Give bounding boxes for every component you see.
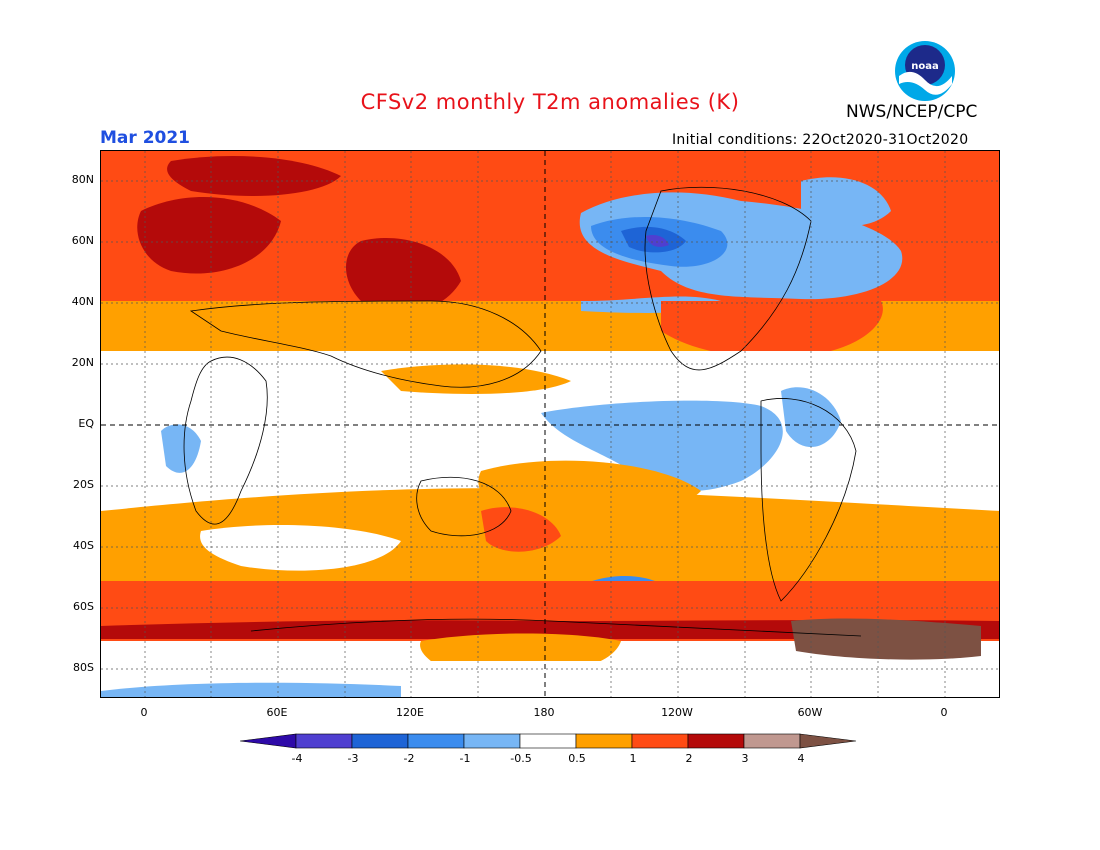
anomaly-map-canvas: [101, 151, 999, 697]
lon-label: 0: [140, 706, 148, 719]
agency-label: NWS/NCEP/CPC: [846, 102, 978, 122]
colorbar-end-triangle-low: [240, 733, 297, 749]
colorbar-end-triangle-high: [799, 733, 857, 749]
coastline-south-america: [760, 398, 857, 602]
lon-label: 60W: [797, 706, 823, 719]
antarctic-cold: [101, 682, 401, 697]
lon-label: 120W: [661, 706, 693, 719]
pacific-warm-tongue: [381, 364, 571, 394]
forecast-month: Mar 2021: [100, 128, 191, 148]
weddell-hot: [791, 618, 981, 660]
lon-label: 180: [533, 706, 555, 719]
lat-label: 80N: [71, 173, 94, 186]
coastline-eurasia: [189, 300, 542, 388]
colorbar-swatch: [743, 733, 801, 749]
lat-label: EQ: [78, 417, 94, 430]
anomaly-fields: [101, 151, 999, 697]
colorbar-label: 2: [685, 752, 693, 765]
lon-label: 60E: [266, 706, 288, 719]
colorbar-label: -0.5: [510, 752, 532, 765]
lat-label: 60N: [71, 234, 94, 247]
colorbar-swatch: [687, 733, 745, 749]
colorbar-swatch: [631, 733, 689, 749]
lat-label: 20S: [73, 478, 94, 491]
colorbar-swatch: [463, 733, 521, 749]
lat-label: 40S: [73, 539, 94, 552]
colorbar-label: -3: [347, 752, 359, 765]
lat-label: 80S: [73, 661, 94, 674]
svg-text:noaa: noaa: [911, 61, 939, 72]
colorbar-label: -1: [459, 752, 471, 765]
colorbar-label: -2: [403, 752, 415, 765]
lat-label: 40N: [71, 295, 94, 308]
coastline-africa: [183, 356, 268, 525]
colorbar-label: 1: [629, 752, 637, 765]
colorbar-label: 3: [741, 752, 749, 765]
colorbar-swatch: [351, 733, 409, 749]
greenland-cold: [801, 177, 891, 226]
colorbar-swatch: [407, 733, 465, 749]
eurasia-hot-core: [137, 197, 281, 274]
colorbar-swatch: [295, 733, 353, 749]
arctic-hot-core: [167, 156, 341, 196]
atlantic-warm: [661, 301, 883, 358]
reference-lines: [101, 151, 999, 697]
enso-cold: [541, 400, 783, 492]
canada-cold-center: [646, 235, 669, 247]
lon-label: 0: [940, 706, 948, 719]
noaa-logo-icon: noaa: [895, 41, 955, 101]
colorbar-label: 0.5: [568, 752, 586, 765]
colorbar-label: 4: [797, 752, 805, 765]
coastline-antarctica: [250, 618, 862, 637]
south-indian-neutral: [200, 525, 401, 571]
africa-cold: [161, 424, 201, 473]
coastline-north-america: [644, 186, 812, 371]
initial-conditions: Initial conditions: 22Oct2020-31Oct2020: [672, 132, 969, 148]
colorbar: [240, 733, 857, 749]
grid-lines: [101, 151, 999, 697]
colorbar-label: -4: [291, 752, 303, 765]
lon-label: 120E: [396, 706, 424, 719]
lat-label: 20N: [71, 356, 94, 369]
south-pacific-hot: [481, 507, 561, 552]
coastlines: [183, 186, 862, 637]
anomaly-map: [100, 150, 1000, 698]
lat-label: 60S: [73, 600, 94, 613]
colorbar-swatch: [519, 733, 577, 749]
colorbar-swatches: [240, 733, 857, 749]
coastline-australia: [416, 476, 512, 537]
colorbar-swatch: [575, 733, 633, 749]
south-pacific-warm: [478, 460, 701, 525]
chart-title: CFSv2 monthly T2m anomalies (K): [360, 90, 740, 114]
siberia-hot-core: [346, 237, 461, 313]
